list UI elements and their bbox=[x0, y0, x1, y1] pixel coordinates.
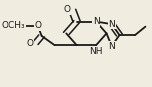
Text: N: N bbox=[108, 41, 115, 51]
Text: N: N bbox=[93, 17, 100, 26]
Text: O: O bbox=[34, 21, 41, 30]
Text: NH: NH bbox=[89, 47, 103, 56]
Text: O: O bbox=[64, 5, 71, 14]
Text: O: O bbox=[27, 39, 34, 48]
Text: OCH₃: OCH₃ bbox=[2, 21, 25, 30]
Text: N: N bbox=[108, 20, 115, 29]
